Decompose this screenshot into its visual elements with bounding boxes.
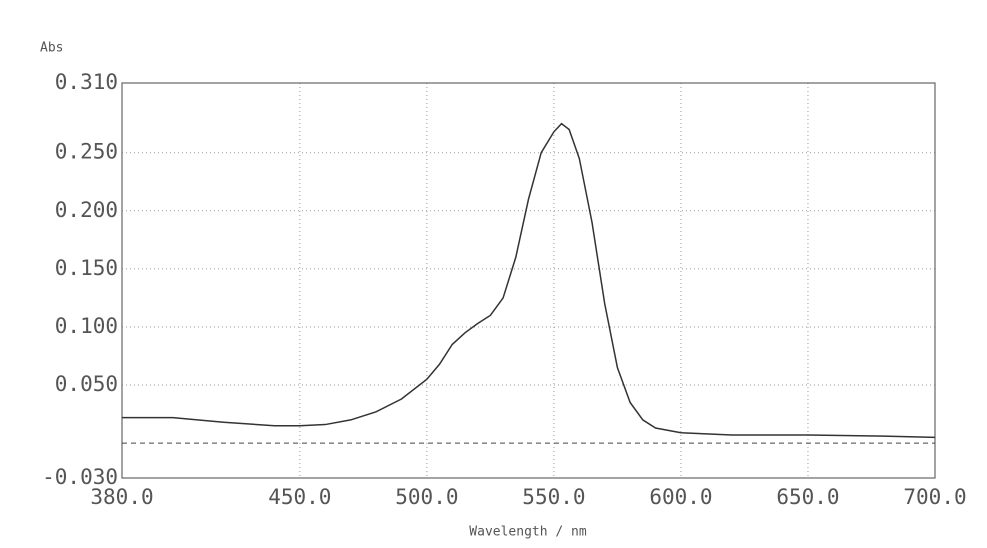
y-tick-label: -0.030: [42, 465, 118, 489]
y-tick-label: 0.200: [55, 198, 118, 222]
y-axis-label: Abs: [40, 41, 63, 56]
y-tick-label: 0.100: [55, 314, 118, 338]
y-tick-label: 0.050: [55, 372, 118, 396]
x-tick-label: 380.0: [90, 485, 153, 509]
x-axis-label: Wavelength / nm: [469, 525, 587, 540]
plot-frame: [121, 82, 936, 479]
x-tick-label: 450.0: [268, 485, 331, 509]
spectrum-line: [122, 122, 936, 439]
y-tick-label: 0.250: [55, 140, 118, 164]
y-tick-label: 0.310: [55, 70, 118, 94]
x-tick-label: 650.0: [776, 485, 839, 509]
x-tick-label: 600.0: [649, 485, 712, 509]
x-tick-label: 500.0: [395, 485, 458, 509]
y-tick-label: 0.150: [55, 256, 118, 280]
x-tick-label: 700.0: [903, 485, 966, 509]
x-tick-label: 550.0: [522, 485, 585, 509]
